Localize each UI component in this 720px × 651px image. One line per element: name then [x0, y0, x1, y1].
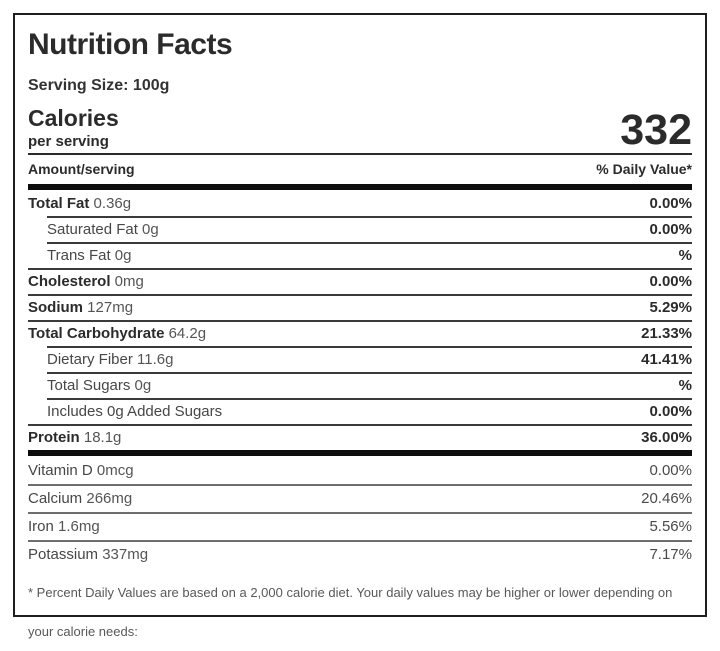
nutrient-name: Total Sugars 0g	[47, 377, 152, 394]
nutrient-daily-value: %	[678, 377, 692, 394]
nutrient-row: Protein 18.1g 36.00%	[28, 424, 692, 450]
serving-size: Serving Size: 100g	[28, 77, 170, 94]
nutrient-row: Saturated Fat 0g 0.00%	[47, 216, 692, 242]
micronutrient-rows: Vitamin D 0mcg 0.00% Calcium 266mg 20.46% Ir…	[28, 456, 692, 568]
daily-value-footnote: * Percent Daily Values are based on a 2,…	[28, 585, 673, 639]
nutrient-amount: 266mg	[82, 490, 133, 507]
nutrient-daily-value: 5.56%	[649, 518, 692, 535]
nutrient-name: Vitamin D 0mcg	[28, 462, 134, 479]
nutrient-name: Total Carbohydrate 64.2g	[28, 325, 207, 342]
nutrient-daily-value: 0.00%	[649, 273, 692, 290]
nutrient-name: Dietary Fiber 11.6g	[47, 351, 174, 368]
nutrient-name: Cholesterol 0mg	[28, 273, 144, 290]
section-divider-bar	[28, 450, 692, 456]
calories-label: Calories	[28, 105, 119, 131]
nutrient-row: Total Fat 0.36g 0.00%	[28, 190, 692, 216]
nutrient-daily-value: 36.00%	[641, 429, 692, 446]
nutrient-amount: 0g	[130, 377, 152, 394]
nutrient-amount: 64.2g	[164, 325, 207, 342]
nutrient-amount: 127mg	[83, 299, 134, 316]
page-title: Nutrition Facts	[28, 28, 233, 61]
calories-value: 332	[620, 106, 692, 155]
nutrient-amount: 11.6g	[132, 351, 174, 368]
nutrient-daily-value: 41.41%	[641, 351, 692, 368]
nutrient-amount: 18.1g	[79, 429, 122, 446]
nutrient-amount: 337mg	[98, 546, 149, 563]
column-amount-header: Amount/serving	[28, 161, 135, 177]
nutrient-daily-value: 0.00%	[649, 403, 692, 420]
nutrient-amount: 0mg	[110, 273, 144, 290]
nutrient-daily-value: 20.46%	[641, 490, 692, 507]
nutrient-amount: 0g	[110, 247, 132, 264]
nutrient-row: Calcium 266mg 20.46%	[28, 484, 692, 512]
nutrition-facts-label: Nutrition Facts Serving Size: 100g Calor…	[13, 13, 707, 639]
nutrient-daily-value: %	[678, 247, 692, 264]
nutrient-name: Includes 0g Added Sugars	[47, 403, 223, 420]
nutrient-row: Potassium 337mg 7.17%	[28, 540, 692, 568]
nutrient-name: Trans Fat 0g	[47, 247, 132, 264]
nutrient-name: Total Fat 0.36g	[28, 195, 132, 212]
nutrient-daily-value: 0.00%	[649, 221, 692, 238]
nutrient-amount: 0.36g	[89, 195, 132, 212]
calories-section: Calories per serving 332	[28, 107, 692, 155]
calories-heading: Calories per serving	[28, 105, 119, 151]
nutrient-amount: 0g	[137, 221, 159, 238]
nutrient-row: Total Carbohydrate 64.2g 21.33%	[28, 320, 692, 346]
nutrient-amount: 1.6mg	[53, 518, 100, 535]
nutrient-daily-value: 0.00%	[649, 195, 692, 212]
macronutrient-rows: Total Fat 0.36g 0.00% Saturated Fat 0g 0.00…	[28, 190, 692, 450]
column-header-row: Amount/serving % Daily Value*	[28, 155, 692, 184]
nutrient-row: Iron 1.6mg 5.56%	[28, 512, 692, 540]
nutrient-daily-value: 0.00%	[649, 462, 692, 479]
nutrient-name: Potassium 337mg	[28, 546, 149, 563]
nutrient-name: Protein 18.1g	[28, 429, 122, 446]
nutrient-name: Calcium 266mg	[28, 490, 133, 507]
nutrient-name: Saturated Fat 0g	[47, 221, 159, 238]
nutrient-name: Sodium 127mg	[28, 299, 134, 316]
nutrient-row: Sodium 127mg 5.29%	[28, 294, 692, 320]
nutrient-daily-value: 5.29%	[649, 299, 692, 316]
nutrient-row: Includes 0g Added Sugars 0.00%	[47, 398, 692, 424]
calories-sub-label: per serving	[28, 133, 109, 150]
nutrient-daily-value: 21.33%	[641, 325, 692, 342]
nutrient-row: Cholesterol 0mg 0.00%	[28, 268, 692, 294]
nutrient-row: Trans Fat 0g%	[47, 242, 692, 268]
column-daily-value-header: % Daily Value*	[596, 161, 692, 177]
nutrient-amount: 0mcg	[92, 462, 134, 479]
section-divider-bar	[28, 184, 692, 190]
nutrient-row: Total Sugars 0g%	[47, 372, 692, 398]
nutrient-row: Dietary Fiber 11.6g 41.41%	[47, 346, 692, 372]
nutrient-row: Vitamin D 0mcg 0.00%	[28, 456, 692, 484]
nutrient-daily-value: 7.17%	[649, 546, 692, 563]
nutrient-name: Iron 1.6mg	[28, 518, 100, 535]
